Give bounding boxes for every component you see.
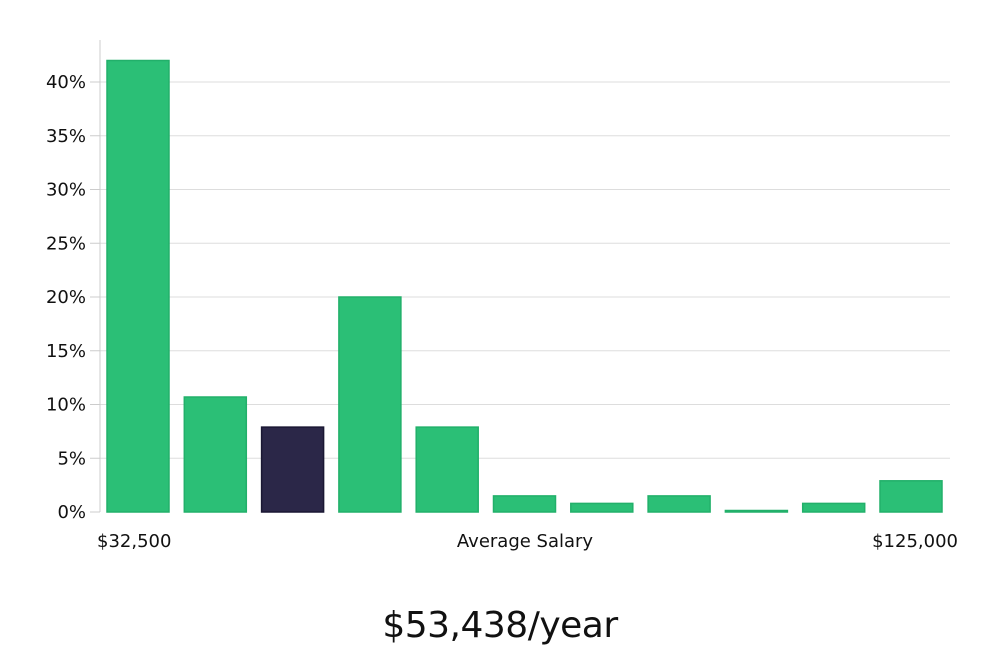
y-tick-label: 5% bbox=[57, 448, 86, 469]
bar bbox=[724, 509, 789, 513]
y-tick-label: 30% bbox=[46, 180, 86, 201]
bar bbox=[570, 502, 634, 513]
y-tick-label: 15% bbox=[46, 341, 86, 362]
bar-highlighted bbox=[260, 426, 325, 513]
y-tick-label: 40% bbox=[46, 72, 86, 93]
x-max-label: $125,000 bbox=[872, 531, 958, 552]
bar bbox=[338, 296, 402, 513]
y-tick-label: 0% bbox=[57, 502, 86, 523]
y-tick-label: 35% bbox=[46, 126, 86, 147]
average-salary-value: $53,438/year bbox=[382, 605, 618, 646]
bar bbox=[492, 495, 557, 513]
salary-distribution-chart: 0% 5% 10% 15% 20% 25% 30% 35% 40% $32,500 Averag… bbox=[46, 40, 958, 552]
x-min-label: $32,500 bbox=[97, 531, 171, 552]
bar bbox=[183, 396, 248, 513]
y-tick-label: 20% bbox=[46, 287, 86, 308]
bar bbox=[801, 502, 866, 513]
bar bbox=[415, 426, 479, 513]
bar bbox=[879, 480, 943, 513]
bars bbox=[106, 59, 943, 513]
x-axis-title: Average Salary bbox=[457, 531, 594, 552]
y-tick-label: 10% bbox=[46, 395, 86, 416]
bar bbox=[106, 59, 170, 513]
bar bbox=[647, 495, 711, 513]
y-tick-label: 25% bbox=[46, 233, 86, 254]
y-axis-ticks: 0% 5% 10% 15% 20% 25% 30% 35% 40% bbox=[46, 72, 100, 523]
